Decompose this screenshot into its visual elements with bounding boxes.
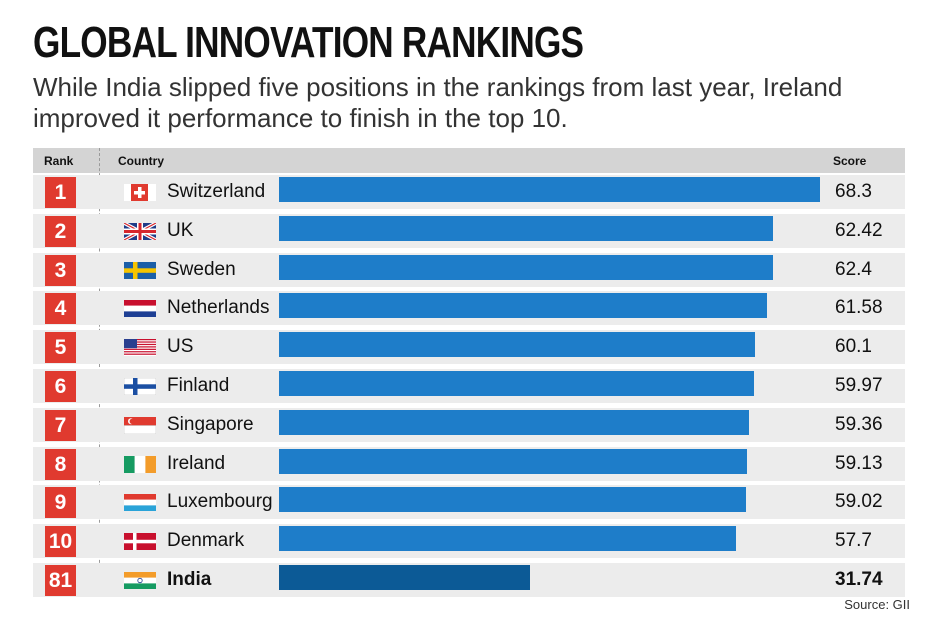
score-value: 31.74 [835, 569, 883, 590]
country-label: Switzerland [167, 181, 266, 202]
rank-badge: 81 [45, 565, 76, 596]
finland-flag-icon [124, 378, 156, 395]
country-label: Ireland [167, 452, 226, 474]
rank-badge: 5 [45, 332, 76, 364]
table-row: 4 Netherlands 61.58 [33, 291, 905, 326]
source-note: Source: GII [844, 597, 910, 612]
ireland-flag-icon [124, 455, 156, 473]
table-row: 6 Finland 59.97 [33, 369, 905, 403]
sweden-flag-icon [124, 261, 156, 279]
score-bar [279, 448, 748, 474]
table-row: 3 Sweden 62.4 [33, 252, 905, 287]
country-label: US [167, 336, 194, 358]
score-value: 61.58 [835, 297, 883, 319]
score-column-header: Score [833, 154, 867, 168]
score-bar [279, 215, 774, 241]
score-bar [279, 526, 737, 552]
country-label: Finland [167, 375, 230, 396]
country-column-header: Country [118, 154, 164, 168]
rank-badge: 2 [45, 215, 76, 247]
table-row: 10 Denmark 57.7 [33, 524, 905, 559]
singapore-flag-icon [124, 416, 156, 434]
table-row: 7 Singapore 59.36 [33, 407, 905, 442]
score-bar [279, 409, 750, 435]
rank-badge: 3 [45, 254, 76, 286]
table-row: 81 India 31.74 [33, 563, 905, 597]
chart-subtitle: While India slipped five positions in th… [33, 72, 843, 133]
country-label: Singapore [167, 413, 254, 435]
score-bar [279, 254, 774, 280]
rank-badge: 6 [45, 371, 76, 402]
score-value: 62.4 [835, 258, 872, 280]
table-row: 5 US 60.1 [33, 330, 905, 365]
score-value: 57.7 [835, 530, 872, 552]
chart-title: GLOBAL INNOVATION RANKINGS [33, 18, 584, 67]
rank-badge: 7 [45, 409, 76, 441]
score-bar [279, 565, 531, 590]
table-row: 8 Ireland 59.13 [33, 446, 905, 481]
table-row: 2 UK 62.42 [33, 213, 905, 248]
score-value: 59.02 [835, 491, 883, 513]
score-bar [279, 371, 755, 396]
score-value: 59.36 [835, 413, 883, 435]
india-flag-icon [124, 572, 156, 589]
switzerland-flag-icon [124, 184, 156, 201]
luxembourg-flag-icon [124, 494, 156, 512]
country-label: Netherlands [167, 297, 270, 319]
score-bar [279, 177, 820, 202]
country-label: Sweden [167, 258, 236, 280]
rank-badge: 10 [45, 526, 76, 558]
score-value: 68.3 [835, 181, 872, 202]
score-value: 59.97 [835, 375, 883, 396]
score-bar [279, 487, 747, 513]
us-flag-icon [124, 339, 156, 357]
rank-badge: 8 [45, 448, 76, 480]
score-value: 60.1 [835, 336, 872, 358]
score-value: 59.13 [835, 452, 883, 474]
table-row: 1 Switzerland 68.3 [33, 175, 905, 209]
netherlands-flag-icon [124, 300, 156, 318]
rank-badge: 4 [45, 293, 76, 325]
table-header: Rank Country Score [33, 148, 905, 173]
uk-flag-icon [124, 222, 156, 240]
score-bar [279, 332, 756, 358]
column-divider [99, 148, 100, 588]
country-label: Luxembourg [167, 491, 273, 513]
table-row: 9 Luxembourg 59.02 [33, 485, 905, 520]
country-label: India [167, 569, 212, 590]
country-label: UK [167, 219, 194, 241]
denmark-flag-icon [124, 533, 156, 551]
rank-badge: 9 [45, 487, 76, 519]
score-value: 62.42 [835, 219, 883, 241]
rank-badge: 1 [45, 177, 76, 208]
score-bar [279, 293, 767, 319]
rank-column-header: Rank [44, 154, 74, 168]
country-label: Denmark [167, 530, 245, 552]
